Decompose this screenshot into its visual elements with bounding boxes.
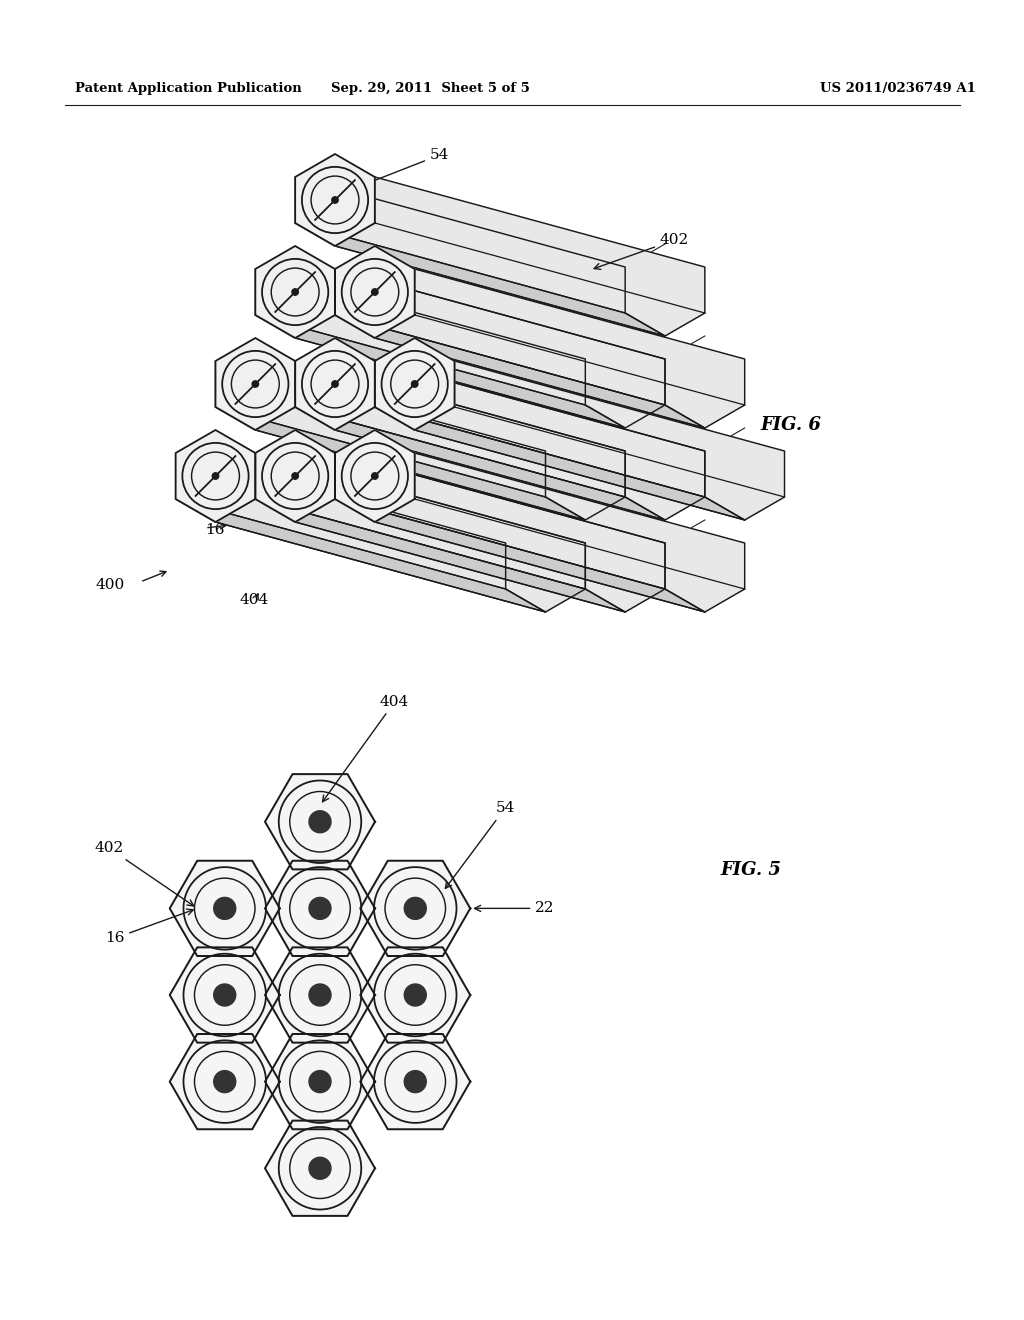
Circle shape [309,983,331,1006]
Circle shape [412,380,418,387]
Text: Patent Application Publication: Patent Application Publication [75,82,302,95]
Text: 402: 402 [594,234,689,269]
Polygon shape [360,948,470,1043]
Circle shape [404,1071,426,1093]
Text: 54: 54 [445,801,515,888]
Polygon shape [295,154,375,246]
Circle shape [404,898,426,919]
Circle shape [372,473,378,479]
Text: FIG. 5: FIG. 5 [720,861,781,879]
Text: FIG. 6: FIG. 6 [760,416,821,434]
Text: 22: 22 [474,902,555,915]
Circle shape [214,1071,236,1093]
Polygon shape [295,177,705,337]
Circle shape [332,380,338,387]
Polygon shape [215,338,295,430]
Text: 54: 54 [349,148,450,191]
Polygon shape [170,861,280,956]
Polygon shape [375,360,784,520]
Polygon shape [265,861,375,956]
Polygon shape [176,453,586,612]
Polygon shape [215,360,626,520]
Polygon shape [176,453,546,612]
Circle shape [292,473,298,479]
Polygon shape [255,269,626,428]
Text: US 2011/0236749 A1: US 2011/0236749 A1 [820,82,976,95]
Polygon shape [255,453,626,612]
Polygon shape [335,246,415,338]
Circle shape [309,810,331,833]
Text: 404: 404 [323,694,410,801]
Polygon shape [176,430,255,521]
Circle shape [372,289,378,296]
Polygon shape [295,360,705,520]
Polygon shape [335,269,705,428]
Polygon shape [295,177,665,337]
Polygon shape [295,338,375,430]
Polygon shape [170,1034,280,1129]
Text: Sep. 29, 2011  Sheet 5 of 5: Sep. 29, 2011 Sheet 5 of 5 [331,82,529,95]
Text: 16: 16 [104,909,194,945]
Text: 404: 404 [240,593,269,607]
Circle shape [214,983,236,1006]
Polygon shape [360,1034,470,1129]
Circle shape [252,380,258,387]
Text: 402: 402 [95,841,194,906]
Polygon shape [360,861,470,956]
Polygon shape [375,338,455,430]
Polygon shape [255,430,335,521]
Polygon shape [335,453,744,612]
Circle shape [214,898,236,919]
Circle shape [309,1071,331,1093]
Circle shape [309,898,331,919]
Circle shape [309,1158,331,1179]
Polygon shape [265,948,375,1043]
Polygon shape [335,269,744,428]
Polygon shape [215,360,586,520]
Polygon shape [295,360,665,520]
Circle shape [404,983,426,1006]
Polygon shape [265,1034,375,1129]
Polygon shape [255,246,335,338]
Polygon shape [255,453,665,612]
Polygon shape [170,948,280,1043]
Polygon shape [265,774,375,870]
Circle shape [332,197,338,203]
Text: 400: 400 [95,578,124,591]
Circle shape [292,289,298,296]
Polygon shape [335,453,705,612]
Polygon shape [265,1121,375,1216]
Polygon shape [255,269,665,428]
Polygon shape [375,360,744,520]
Polygon shape [335,430,415,521]
Circle shape [212,473,219,479]
Text: 16: 16 [205,523,224,537]
